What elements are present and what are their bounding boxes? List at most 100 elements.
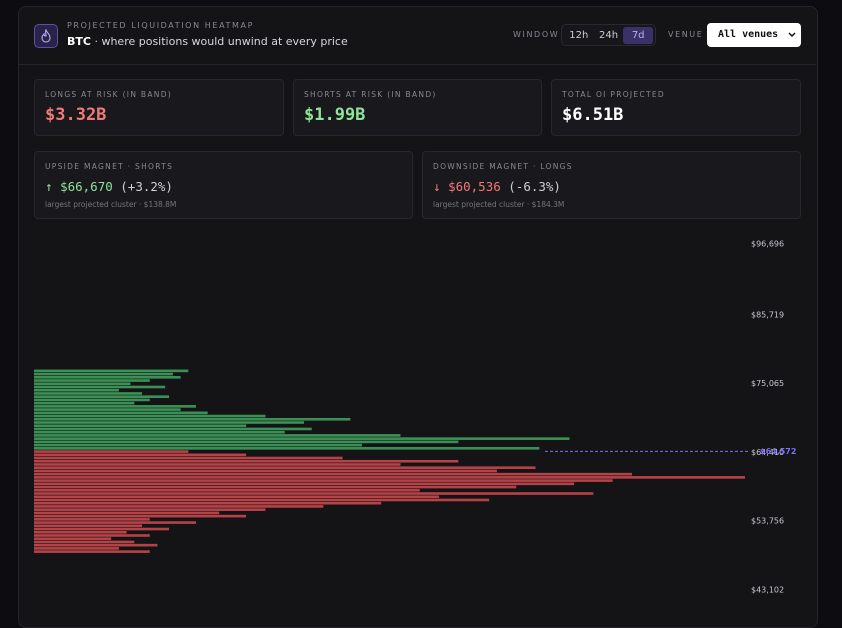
bar bbox=[34, 447, 540, 450]
arrow-down: ↓ bbox=[433, 179, 441, 194]
magnet-card: DOWNSIDE MAGNET · LONGS ↓ $60,536 (-6.3%… bbox=[422, 151, 801, 219]
magnet-price: $66,670 bbox=[60, 179, 113, 194]
bar bbox=[34, 488, 420, 492]
bar bbox=[34, 379, 150, 382]
bar bbox=[34, 547, 119, 550]
bar bbox=[34, 369, 189, 373]
bar bbox=[34, 417, 351, 421]
bar bbox=[34, 543, 158, 547]
heatmap-chart: $96,696 $85,719 $75,065 $64,410 $53,756 $43,1… bbox=[34, 240, 796, 595]
window-button[interactable]: 12h bbox=[569, 29, 589, 41]
bar bbox=[34, 508, 266, 511]
bar bbox=[34, 437, 570, 440]
bar bbox=[34, 537, 112, 541]
magnet-row: ↑ $66,670 (+3.2%) bbox=[45, 179, 173, 194]
y-tick-label: $53,756 bbox=[751, 517, 784, 526]
header-title: PROJECTED LIQUIDATION HEATMAP bbox=[67, 21, 255, 30]
window-button[interactable]: 7d bbox=[623, 26, 654, 44]
tagline: · where positions would unwind at every … bbox=[94, 35, 348, 48]
magnet-card: UPSIDE MAGNET · SHORTS ↑ $66,670 (+3.2%)… bbox=[34, 151, 413, 219]
ticker: BTC bbox=[67, 35, 91, 48]
bar bbox=[34, 372, 173, 376]
bar bbox=[34, 375, 181, 379]
bar bbox=[34, 495, 440, 499]
bar bbox=[34, 450, 189, 453]
bar bbox=[34, 427, 312, 431]
divider bbox=[19, 64, 816, 65]
bar bbox=[34, 505, 324, 508]
bar bbox=[34, 485, 517, 489]
bar bbox=[34, 424, 247, 428]
magnet-note: largest projected cluster · $184.3M bbox=[433, 200, 565, 209]
stat-label: TOTAL OI PROJECTED bbox=[562, 90, 665, 99]
bar bbox=[34, 385, 166, 389]
bar bbox=[34, 534, 150, 537]
stat-value: $1.99B bbox=[304, 105, 366, 125]
bar bbox=[34, 398, 150, 402]
bar bbox=[34, 459, 459, 463]
bar bbox=[34, 392, 143, 395]
bar bbox=[34, 411, 208, 415]
bar bbox=[34, 408, 181, 411]
bar bbox=[34, 527, 170, 531]
arrow-up: ↑ bbox=[45, 179, 53, 194]
bar bbox=[34, 492, 594, 495]
bar bbox=[34, 530, 127, 534]
stat-value: $3.32B bbox=[45, 105, 107, 125]
bar bbox=[34, 463, 401, 466]
bar bbox=[34, 388, 119, 392]
bar bbox=[34, 453, 247, 457]
current-price-label: $64,572 bbox=[760, 447, 796, 456]
bar bbox=[34, 440, 459, 444]
bar bbox=[34, 430, 285, 434]
bar bbox=[34, 521, 197, 524]
bar bbox=[34, 395, 170, 398]
bar bbox=[34, 550, 150, 553]
magnet-note: largest projected cluster · $138.8M bbox=[45, 200, 177, 209]
y-tick-label: $43,102 bbox=[751, 586, 784, 595]
venue-value: All venues bbox=[718, 29, 779, 40]
magnet-change: (-6.3%) bbox=[508, 179, 561, 194]
bar bbox=[34, 414, 266, 418]
bar bbox=[34, 405, 197, 408]
window-label: WINDOW bbox=[513, 30, 560, 39]
header-subtitle: BTC · where positions would unwind at ev… bbox=[67, 35, 348, 48]
bar bbox=[34, 421, 305, 424]
stat-card: TOTAL OI PROJECTED $6.51B bbox=[551, 79, 801, 136]
bar bbox=[34, 511, 220, 515]
bar bbox=[34, 524, 143, 528]
stat-value: $6.51B bbox=[562, 105, 624, 125]
bar bbox=[34, 443, 362, 447]
magnet-change: (+3.2%) bbox=[120, 179, 173, 194]
bar bbox=[34, 382, 131, 386]
stat-card: SHORTS AT RISK (IN BAND) $1.99B bbox=[293, 79, 542, 136]
stat-card: LONGS AT RISK (IN BAND) $3.32B bbox=[34, 79, 284, 136]
bar bbox=[34, 498, 490, 502]
bar bbox=[34, 401, 135, 405]
y-tick-label: $85,719 bbox=[751, 310, 784, 319]
magnet-label: UPSIDE MAGNET · SHORTS bbox=[45, 162, 174, 171]
y-tick-label: $96,696 bbox=[751, 240, 784, 249]
venue-label: VENUE bbox=[668, 30, 704, 39]
bar bbox=[34, 514, 247, 518]
bar bbox=[34, 472, 632, 476]
bar bbox=[34, 479, 613, 482]
window-toggle: 12h 24h 7d bbox=[561, 24, 656, 46]
bar bbox=[34, 482, 575, 486]
page: PROJECTED LIQUIDATION HEATMAP BTC · wher… bbox=[18, 6, 818, 628]
y-tick-label: $75,065 bbox=[751, 379, 784, 388]
bar bbox=[34, 469, 497, 473]
bar bbox=[34, 518, 150, 521]
bar bbox=[34, 501, 382, 505]
magnet-label: DOWNSIDE MAGNET · LONGS bbox=[433, 162, 573, 171]
stat-label: SHORTS AT RISK (IN BAND) bbox=[304, 90, 437, 99]
stat-label: LONGS AT RISK (IN BAND) bbox=[45, 90, 173, 99]
y-tick-label: $64,410 bbox=[751, 448, 784, 457]
icon bbox=[34, 24, 58, 48]
bar bbox=[34, 456, 343, 460]
magnet-price: $60,536 bbox=[448, 179, 501, 194]
magnet-row: ↓ $60,536 (-6.3%) bbox=[433, 179, 561, 194]
window-button[interactable]: 24h bbox=[598, 29, 619, 41]
bar bbox=[34, 434, 401, 437]
venue-select[interactable]: All venues bbox=[707, 23, 801, 47]
